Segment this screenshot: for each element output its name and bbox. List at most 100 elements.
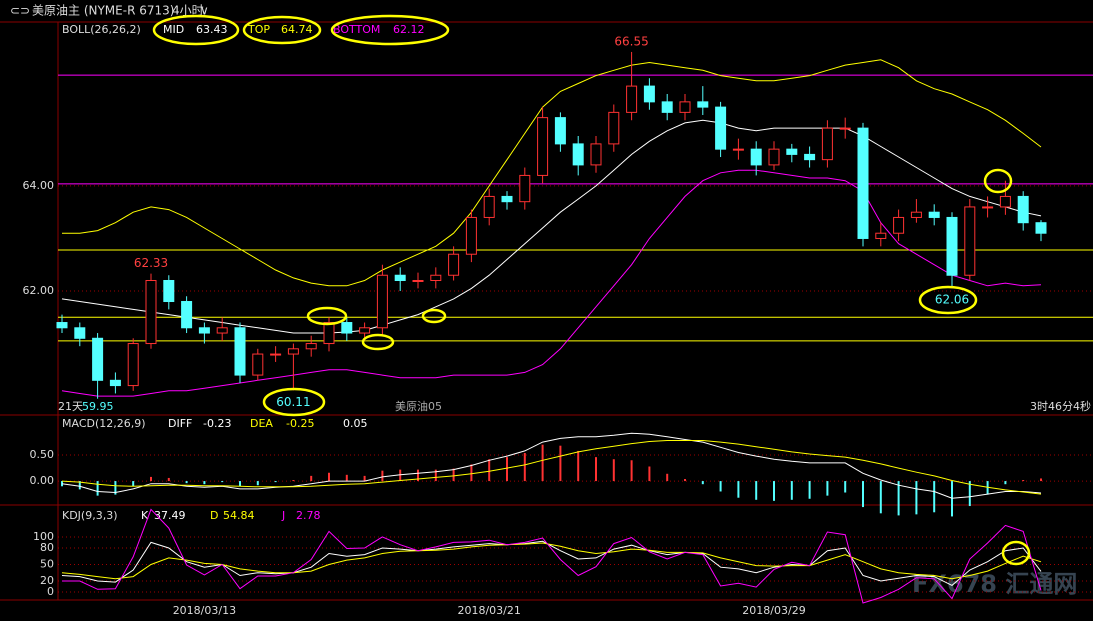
indicator-name[interactable]: KDJ(9,3,3) [62, 509, 118, 522]
indicator-line [61, 440, 1042, 495]
indicator-line [61, 432, 1042, 499]
candle-body [999, 195, 1011, 208]
candle-body [590, 143, 602, 166]
candle-body [145, 279, 157, 345]
legend-name: MID [163, 23, 184, 36]
frame [0, 21, 1093, 601]
legend-value: -0.23 [203, 417, 231, 430]
extreme-label: 60.11 [276, 395, 310, 409]
menu-icon[interactable]: ⊂⊃ [10, 4, 30, 18]
y-tick-label: 0 [47, 585, 54, 598]
extreme-label: 62.33 [134, 256, 168, 270]
legend-value: -0.25 [286, 417, 314, 430]
period-caret[interactable]: ∨ [200, 4, 209, 18]
candle-body [394, 274, 406, 281]
candle-body [643, 85, 655, 103]
legend-name: J [281, 509, 285, 522]
indicator-line [62, 59, 1042, 287]
y-tick-label: 0.50 [30, 448, 55, 461]
y-tick-label: 0.00 [30, 474, 55, 487]
extreme-label: 62.06 [935, 292, 969, 306]
y-tick-label: 50 [40, 557, 54, 570]
watermark: FX678 汇通网 [912, 570, 1077, 598]
legend-name: TOP [247, 23, 270, 36]
y-tick-label: 20 [40, 574, 54, 587]
status-low: 59.95 [82, 400, 114, 413]
candle-body [839, 127, 851, 130]
candle-body [982, 206, 994, 209]
candle-body [715, 106, 727, 150]
indicator-line [61, 542, 1042, 580]
candle-body [305, 343, 317, 350]
legend-name: K [141, 509, 149, 522]
candle-body [750, 148, 762, 166]
candle-body [964, 206, 976, 276]
x-tick-label: 2018/03/21 [457, 604, 520, 617]
candle-body [626, 85, 638, 113]
y-tick-label: 64.00 [23, 179, 55, 192]
candle-body [56, 322, 68, 329]
indicator-line [61, 540, 1042, 586]
x-tick-label: 2018/03/13 [173, 604, 236, 617]
legend-value: 37.49 [154, 509, 186, 522]
indicator-name[interactable]: MACD(12,26,9) [62, 417, 146, 430]
indicator-line [62, 508, 1042, 604]
x-tick-label: 2018/03/29 [742, 604, 805, 617]
highlight-circles [152, 14, 1031, 566]
instrument-title: 美原油主 (NYME-R 6713) [32, 4, 174, 18]
candle-body [875, 232, 887, 239]
indicator-name[interactable]: BOLL(26,26,2) [62, 23, 141, 36]
candle-body [554, 117, 566, 145]
status-contract: 美原油05 [395, 399, 442, 413]
candle-body [92, 337, 104, 381]
candle-body [857, 127, 869, 239]
legend-value: 2.78 [296, 509, 321, 522]
candle-body [893, 216, 905, 234]
status-days: 21天 [58, 400, 83, 413]
candle-body [1017, 195, 1029, 224]
candle-body [661, 101, 673, 113]
candle-body [697, 101, 709, 108]
legend-value: 54.84 [223, 509, 255, 522]
candle-body [216, 327, 228, 334]
legend-value: 63.43 [196, 23, 228, 36]
candle-body [679, 101, 691, 113]
candle-body [270, 353, 282, 356]
period[interactable]: 4小时 [172, 4, 204, 18]
candle-body [519, 174, 531, 203]
legend-name: DEA [250, 417, 273, 430]
legend-name: D [210, 509, 218, 522]
candle-body [804, 153, 816, 161]
candle-body [465, 216, 477, 255]
legend-value: 62.12 [393, 23, 425, 36]
candle-body [163, 279, 175, 303]
candle-body [359, 327, 371, 334]
candle-body [287, 348, 299, 355]
candle-body [910, 211, 922, 218]
legend-value: 64.74 [281, 23, 313, 36]
legend-name: BOTTOM [333, 23, 380, 36]
indicator-line [61, 119, 1042, 334]
candle-body [198, 327, 210, 334]
candle-body [1035, 222, 1047, 234]
candle-body [448, 253, 460, 276]
candle-body [109, 379, 121, 387]
legend-value: 0.05 [343, 417, 368, 430]
candle-body [608, 111, 620, 145]
candle-body [732, 148, 744, 151]
y-tick-label: 100 [33, 530, 54, 543]
candle-body [537, 117, 549, 176]
candle-body [127, 343, 139, 387]
candle-body [501, 195, 513, 203]
extreme-label: 66.55 [614, 34, 648, 48]
candle-body [928, 211, 940, 218]
y-tick-label: 80 [40, 541, 54, 554]
candle-body [234, 327, 246, 376]
candle-body [768, 148, 780, 166]
candle-body [376, 274, 388, 329]
candle-body [252, 353, 264, 376]
candle-body [412, 279, 424, 282]
indicator-line [61, 169, 1042, 397]
